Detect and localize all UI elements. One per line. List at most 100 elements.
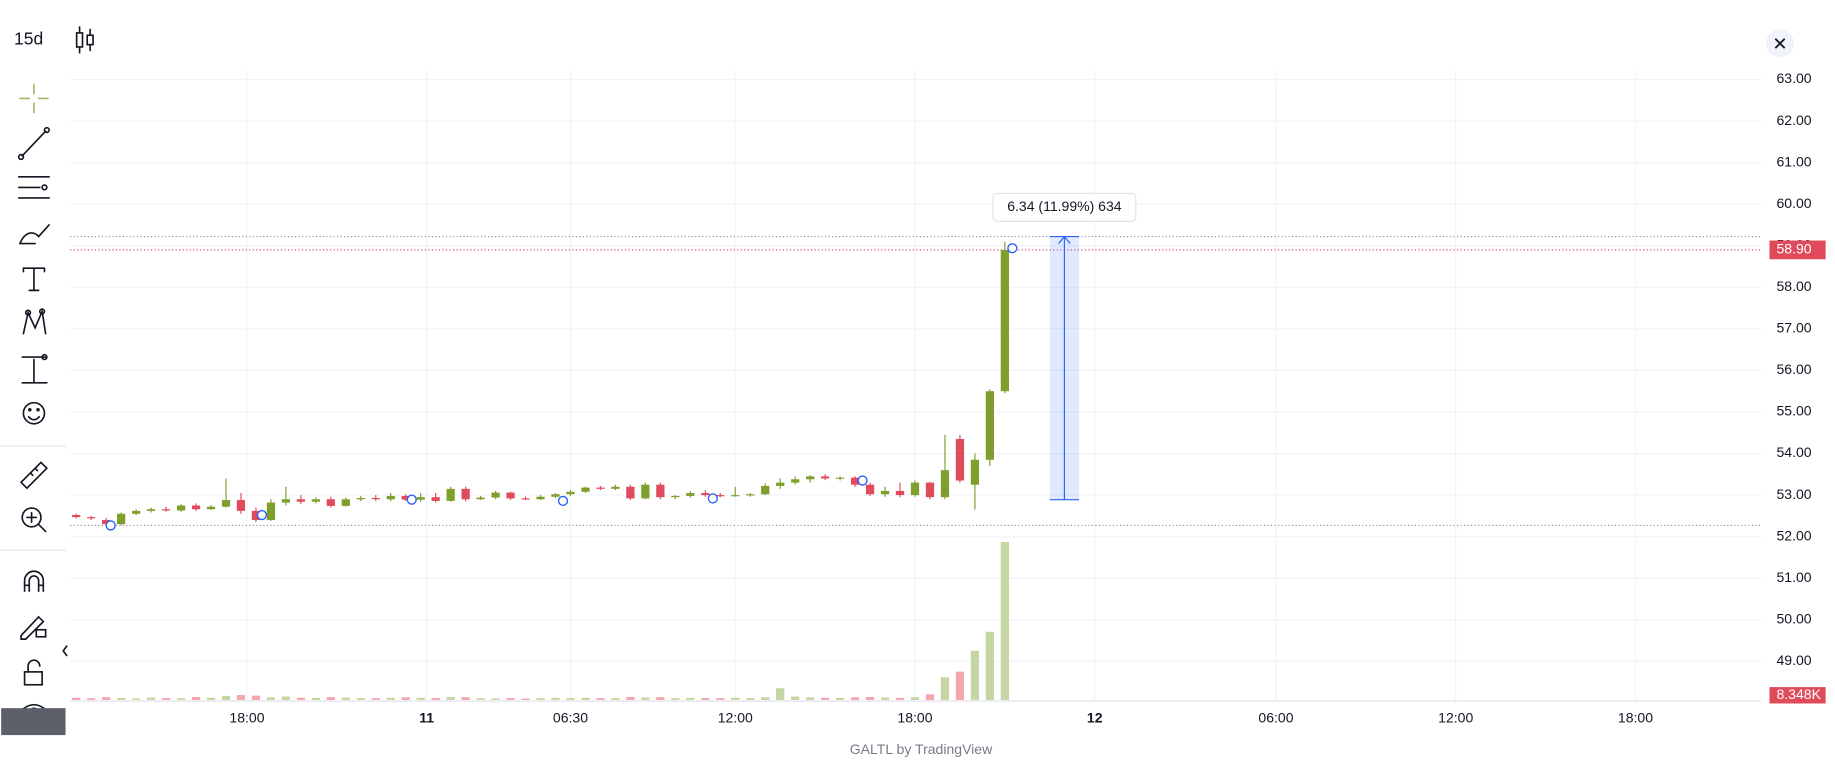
lock-tool[interactable] (23, 659, 43, 686)
volume-bar (955, 671, 965, 700)
volume-bar (491, 698, 500, 700)
volume-bar (880, 697, 890, 700)
volume-bar (461, 697, 470, 700)
volume-bar (536, 698, 545, 700)
measure-arrow (1058, 235, 1071, 500)
close-button[interactable] (1765, 29, 1795, 58)
candle-body (206, 506, 216, 510)
volume-bar (371, 698, 380, 700)
volume-bar (865, 696, 875, 700)
y-tick-label: 52.00 (1776, 527, 1811, 543)
volume-bar (416, 697, 425, 700)
candle-body (356, 498, 365, 500)
candle-body (401, 495, 410, 500)
candle-body (266, 502, 276, 521)
pattern-point (707, 493, 718, 504)
volume-bar (431, 698, 440, 700)
candle-body (521, 498, 530, 500)
candle-body (761, 485, 770, 495)
volume-bar (761, 697, 770, 700)
toolbar-footer[interactable] (1, 708, 66, 736)
candle-body (731, 495, 740, 497)
y-tick-label: 53.00 (1776, 486, 1811, 502)
candle-body (191, 505, 201, 510)
volume-bar (970, 650, 980, 700)
measure-tooltip: 6.34 (11.99%) 634 (1007, 198, 1122, 214)
candle-body (416, 497, 425, 500)
candle-body (117, 513, 126, 525)
volume-bar (776, 688, 785, 700)
volume-bar (566, 698, 575, 700)
candle-body (910, 482, 920, 496)
magnet-tool[interactable] (23, 570, 45, 592)
volume-bar (476, 698, 485, 700)
volume-bar (266, 697, 276, 700)
candle-body (716, 495, 725, 497)
volume-bar (821, 697, 830, 700)
candle-body (176, 505, 186, 511)
y-tick-label: 56.00 (1776, 361, 1811, 377)
volume-bar (671, 698, 680, 700)
ruler-tool[interactable] (19, 461, 48, 490)
volume-bar (611, 698, 620, 700)
candle-body (251, 510, 261, 521)
volume-bar (701, 698, 710, 700)
trend-line-tool[interactable] (17, 126, 50, 161)
candle-body (221, 500, 231, 507)
y-tick-label: 62.00 (1776, 112, 1811, 128)
brush-tool[interactable] (19, 224, 50, 245)
icon-tool[interactable] (22, 401, 46, 425)
volume-bar (311, 697, 320, 700)
candle-body (476, 497, 485, 500)
volume-bar (835, 697, 845, 700)
y-tick-label: 55.00 (1776, 403, 1811, 419)
chart-type-button[interactable] (75, 26, 94, 54)
candle-body (671, 495, 680, 498)
volume-bar (925, 694, 935, 700)
pattern-tool[interactable] (22, 308, 47, 335)
candle-body (386, 495, 395, 500)
candle-body (821, 476, 830, 479)
candle-body (132, 510, 141, 514)
volume-bar (521, 698, 530, 700)
candle-body (925, 482, 935, 498)
projection-tool[interactable] (21, 353, 48, 384)
collapse-toolbar[interactable] (62, 645, 68, 657)
volume-bar (626, 696, 635, 700)
candle-body (940, 470, 950, 498)
fib-tool[interactable] (17, 176, 50, 199)
y-tick-label: 50.00 (1776, 610, 1811, 626)
volume-bar (985, 631, 995, 700)
volume-bar (281, 696, 291, 700)
candle-body (491, 492, 500, 498)
zoom-tool[interactable] (21, 507, 47, 533)
volume-bar (132, 698, 141, 700)
text-tool[interactable] (22, 267, 46, 292)
volume-bar (716, 698, 725, 700)
x-tick-label: 18:00 (229, 709, 264, 725)
volume-bar (581, 697, 590, 700)
crosshair-tool[interactable] (19, 83, 49, 114)
volume-bar (72, 697, 81, 700)
volume-bar (221, 696, 231, 700)
plot-area: 49.00 50.00 51.00 52.00 53.00 54.00 55.00 56.00… (70, 70, 1826, 725)
x-tick-label: 12 (1087, 709, 1103, 725)
candle-body (1000, 249, 1009, 392)
candle-body (341, 499, 350, 506)
x-tick-label: 18:00 (897, 709, 932, 725)
y-tick-label: 60.00 (1776, 195, 1811, 211)
candle-body (641, 484, 650, 499)
interval-button[interactable]: 15d (14, 29, 43, 49)
x-tick-label: 06:00 (1258, 709, 1293, 725)
candle-body (446, 488, 455, 501)
lock-drawing-tool[interactable] (20, 615, 47, 640)
candle-body (161, 509, 171, 511)
volume-bar (850, 697, 860, 700)
y-tick-label: 57.00 (1776, 320, 1811, 336)
candle-body (701, 493, 710, 496)
volume-bar (117, 697, 126, 700)
candle-body (746, 494, 755, 496)
x-tick-label: 18:00 (1618, 709, 1653, 725)
y-tick-label: 63.00 (1776, 70, 1811, 86)
